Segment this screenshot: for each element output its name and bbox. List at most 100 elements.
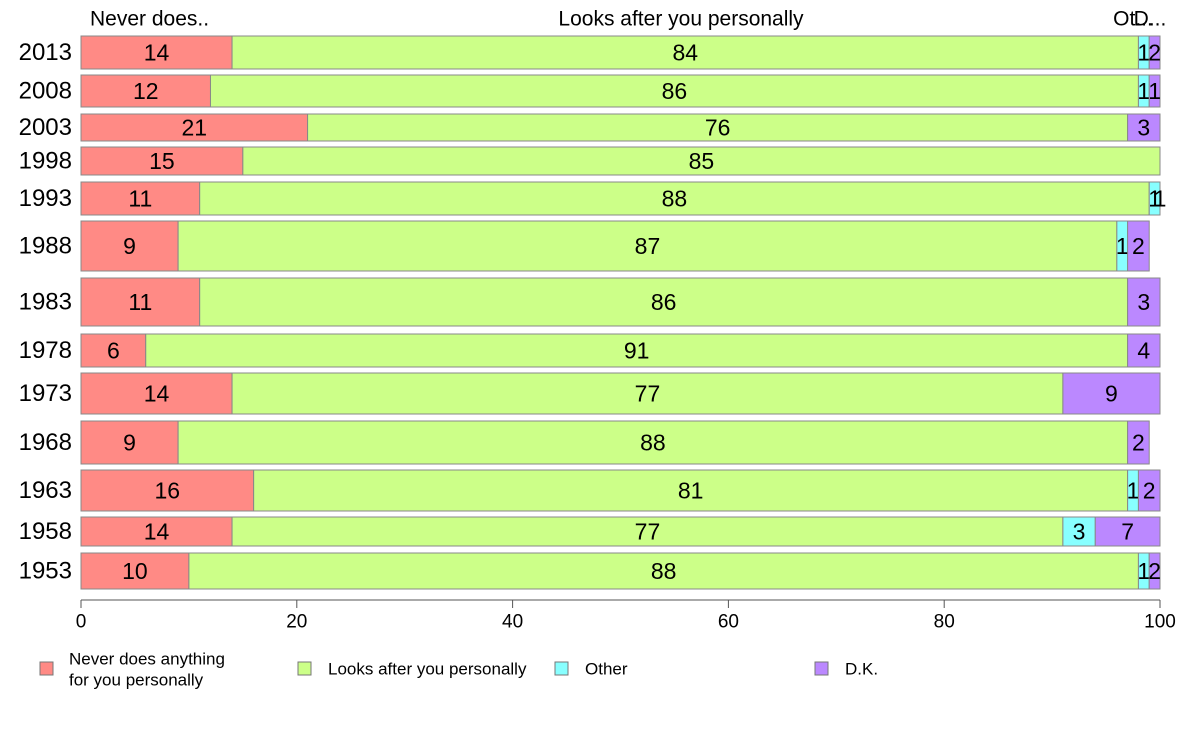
bar-label-1968-series-0: 9 (123, 430, 136, 456)
bar-1998-series-0 (80, 146, 244, 176)
bar-label-2013-series-2: 1 (1137, 40, 1150, 66)
legend-label-0-line-0: Never does anything (69, 650, 225, 669)
bar-1973-series-3 (1062, 372, 1161, 415)
bar-1998-series-1 (242, 146, 1161, 176)
bar-label-1978-series-3: 4 (1137, 338, 1150, 364)
bar-1968-series-3 (1127, 420, 1150, 465)
x-tick-label-100: 100 (1144, 612, 1176, 633)
bar-label-1968-series-1: 88 (640, 430, 666, 456)
bar-1973-series-1 (231, 372, 1064, 415)
bar-label-1993-series-2: 1 (1148, 186, 1161, 212)
bar-1953-series-3 (1148, 552, 1161, 590)
top-label-2: Ot... (1113, 8, 1153, 31)
bar-1953-series-0 (80, 552, 190, 590)
bar-label-1973-series-0: 14 (144, 381, 170, 407)
year-label-1973: 1973 (19, 380, 72, 407)
bar-label-1993-series-3: 1 (1154, 186, 1167, 212)
bar-1958-series-3 (1094, 516, 1161, 547)
bar-label-1988-series-2: 1 (1116, 233, 1129, 259)
bar-1988-series-3 (1127, 220, 1150, 272)
legend-label-2: Other (585, 660, 628, 679)
year-label-1983: 1983 (19, 289, 72, 316)
bar-label-1983-series-1: 86 (651, 289, 677, 315)
bar-label-2008-series-2: 1 (1137, 78, 1150, 104)
year-label-1958: 1958 (19, 518, 72, 545)
bar-label-1953-series-0: 10 (122, 558, 148, 584)
top-label-0: Never does.. (90, 8, 209, 31)
legend-swatch-2 (554, 661, 569, 676)
x-tick-label-80: 80 (934, 612, 955, 633)
bar-label-1953-series-1: 88 (651, 558, 677, 584)
bar-label-1993-series-1: 88 (662, 186, 688, 212)
year-label-2013: 2013 (19, 39, 72, 66)
bar-1963-series-0 (80, 469, 255, 512)
bar-label-1958-series-1: 77 (635, 519, 661, 545)
bar-label-2013-series-3: 2 (1148, 40, 1161, 66)
bar-label-1983-series-3: 3 (1137, 289, 1150, 315)
bar-1983-series-3 (1127, 277, 1161, 327)
bar-2008-series-3 (1148, 74, 1161, 108)
bar-label-2008-series-1: 86 (662, 78, 688, 104)
legend-swatch-0 (39, 661, 54, 676)
x-tick-label-0: 0 (76, 612, 87, 633)
bar-label-1978-series-0: 6 (107, 338, 120, 364)
year-label-1978: 1978 (19, 337, 72, 364)
bar-label-1963-series-3: 2 (1143, 478, 1156, 504)
legend-swatch-3 (814, 661, 829, 676)
bar-1978-series-3 (1127, 333, 1161, 368)
bar-label-1958-series-0: 14 (144, 519, 170, 545)
bar-label-1958-series-3: 7 (1121, 519, 1134, 545)
bar-label-2003-series-1: 76 (705, 115, 731, 141)
bar-label-1963-series-0: 16 (155, 478, 181, 504)
bar-label-2008-series-0: 12 (133, 78, 159, 104)
bar-1993-series-1 (199, 181, 1150, 216)
bar-1988-series-1 (177, 220, 1118, 272)
bar-label-2008-series-3: 1 (1148, 78, 1161, 104)
legend-label-3: D.K. (845, 660, 878, 679)
bar-1993-series-0 (80, 181, 201, 216)
x-tick-label-20: 20 (286, 612, 307, 633)
bar-2013-series-3 (1148, 35, 1161, 70)
bar-1963-series-1 (253, 469, 1129, 512)
bar-1978-series-0 (80, 333, 147, 368)
bar-label-1953-series-3: 2 (1148, 558, 1161, 584)
bar-1973-series-0 (80, 372, 233, 415)
top-label-3: D... (1134, 8, 1167, 31)
bar-2013-series-1 (231, 35, 1139, 70)
bar-1968-series-0 (80, 420, 179, 465)
bar-1968-series-1 (177, 420, 1129, 465)
bar-label-1988-series-3: 2 (1132, 233, 1145, 259)
bar-1963-series-3 (1137, 469, 1161, 512)
legend-swatch-1 (297, 661, 312, 676)
bar-label-1958-series-2: 3 (1073, 519, 1086, 545)
bar-1983-series-0 (80, 277, 201, 327)
year-label-1993: 1993 (19, 185, 72, 212)
bar-label-1963-series-1: 81 (678, 478, 704, 504)
bar-label-1953-series-2: 1 (1137, 558, 1150, 584)
top-label-1: Looks after you personally (558, 8, 804, 31)
bar-label-2003-series-3: 3 (1137, 115, 1150, 141)
x-tick-label-40: 40 (502, 612, 523, 633)
year-label-1988: 1988 (19, 233, 72, 260)
bar-label-1998-series-1: 85 (689, 148, 715, 174)
year-label-1953: 1953 (19, 558, 72, 585)
year-label-1998: 1998 (19, 148, 72, 175)
bar-label-2013-series-0: 14 (144, 40, 170, 66)
bar-1958-series-2 (1062, 516, 1096, 547)
bar-2003-series-3 (1127, 113, 1161, 142)
bar-label-1998-series-0: 15 (149, 148, 175, 174)
bar-label-1973-series-1: 77 (635, 381, 661, 407)
bar-label-1978-series-1: 91 (624, 338, 650, 364)
bar-label-1993-series-0: 11 (128, 186, 152, 212)
bar-2003-series-1 (307, 113, 1129, 142)
bar-label-1988-series-0: 9 (123, 233, 136, 259)
bar-label-2013-series-1: 84 (672, 40, 698, 66)
legend-label-1: Looks after you personally (328, 660, 527, 679)
bar-1993-series-2 (1148, 181, 1161, 216)
legend-label-0-line-1: for you personally (69, 671, 204, 690)
bar-2008-series-0 (80, 74, 211, 108)
bar-label-1988-series-1: 87 (635, 233, 661, 259)
bar-1983-series-1 (199, 277, 1129, 327)
year-label-2003: 2003 (19, 114, 72, 141)
